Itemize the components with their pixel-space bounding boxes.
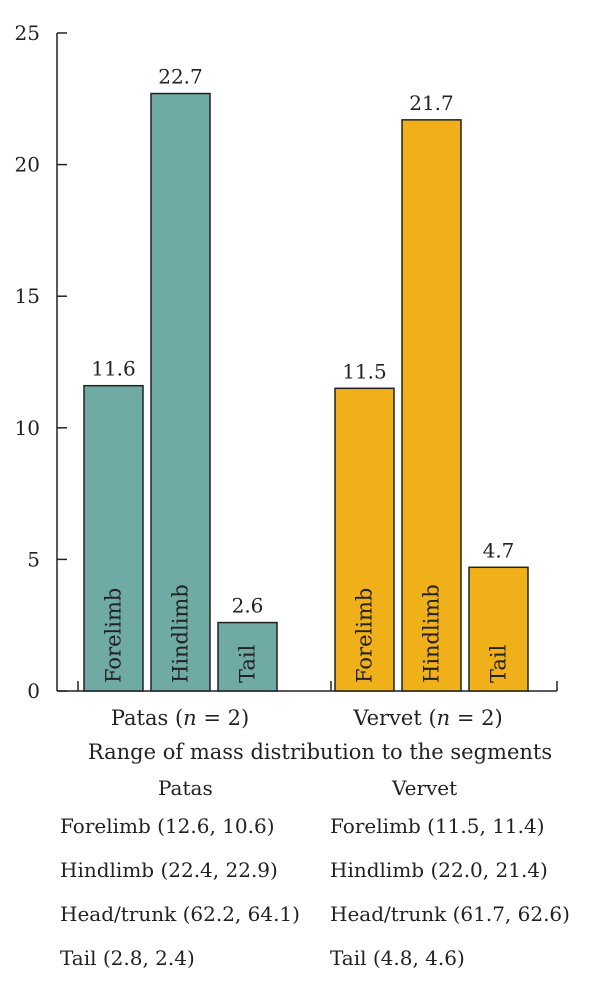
patas-range-forelimb: Forelimb (12.6, 10.6) [60,814,275,838]
vervet-value-label-tail: 4.7 [483,538,515,562]
vervet-bar-tail [468,566,529,692]
vervet-ranges-heading: Vervet [392,776,458,800]
ranges-title: Range of mass distribution to the segmen… [87,740,553,764]
y-tick-label-25: 25 [15,21,40,45]
y-tick-label-5: 5 [27,547,40,571]
vervet-bar-text-forelimb: Forelimb [353,588,377,683]
vervet-value-label-forelimb: 11.5 [342,359,387,383]
patas-range-head-trunk: Head/trunk (62.2, 64.1) [60,902,300,926]
y-tick-label-15: 15 [15,284,40,308]
vervet-value-label-hindlimb: 21.7 [409,91,454,115]
patas-bar-forelimb [83,384,144,692]
patas-bar-hindlimb [150,92,211,692]
patas-bar-tail [217,621,278,692]
patas-bar-text-forelimb: Forelimb [102,588,126,683]
vervet-group-label: Vervet (n = 2) [352,706,502,730]
patas-bar-text-tail: Tail [236,644,260,683]
vervet-range-head-trunk: Head/trunk (61.7, 62.6) [330,902,570,926]
y-tick-label-0: 0 [27,679,40,703]
vervet-bar-text-tail: Tail [487,644,511,683]
patas-value-label-forelimb: 11.6 [91,357,136,381]
vervet-bar-text-hindlimb: Hindlimb [420,584,444,683]
patas-range-hindlimb: Hindlimb (22.4, 22.9) [60,858,278,882]
patas-bar-text-hindlimb: Hindlimb [169,584,193,683]
patas-range-tail: Tail (2.8, 2.4) [60,946,195,970]
patas-ranges: Patas Forelimb (12.6, 10.6) Hindlimb (22… [60,776,300,990]
y-tick-label-10: 10 [15,416,40,440]
vervet-bar-hindlimb [401,119,462,692]
y-tick-label-20: 20 [15,153,40,177]
vervet-bar-forelimb [334,387,395,692]
patas-value-label-tail: 2.6 [232,594,264,618]
patas-value-label-hindlimb: 22.7 [158,65,203,89]
patas-ranges-heading: Patas [158,776,213,800]
vervet-range-tail: Tail (4.8, 4.6) [330,946,465,970]
mass-distribution-chart: 0 5 10 15 20 25 11.6 Forelimb 22.7 Hindlimb 2.6 Tai… [15,21,558,730]
vervet-ranges: Vervet Forelimb (11.5, 11.4) Hindlimb (2… [330,776,570,990]
vervet-range-hindlimb: Hindlimb (22.0, 21.4) [330,858,548,882]
patas-group-label: Patas (n = 2) [111,706,249,730]
vervet-range-forelimb: Forelimb (11.5, 11.4) [330,814,545,838]
